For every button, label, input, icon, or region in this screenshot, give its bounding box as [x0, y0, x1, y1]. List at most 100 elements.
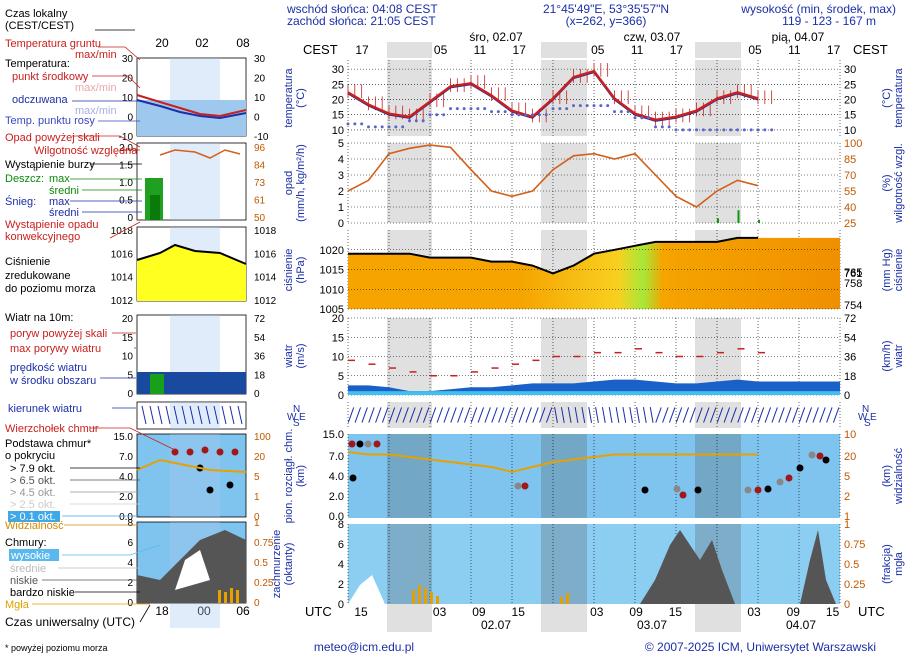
dew-point	[736, 128, 739, 132]
wind-arrow	[655, 407, 662, 423]
legend-utc-time: Czas uniwersalny (UTC)	[5, 615, 135, 629]
cloud-base-dot	[808, 451, 816, 459]
wind-arrow	[649, 407, 654, 423]
dew-point	[428, 113, 432, 117]
wind-arrow	[347, 407, 355, 423]
legend-soil: Temperatura gruntu	[5, 38, 101, 50]
legend-pressure-1: Ciśnienie	[5, 256, 50, 268]
top-hour-label: 05	[434, 43, 448, 57]
wind-arrow	[723, 407, 731, 423]
mini-wind-arrow	[221, 405, 227, 425]
wind-arrow	[504, 407, 512, 423]
tick-mmhg: 765	[844, 267, 862, 279]
tick-vis: 20	[844, 451, 856, 463]
mini-tick-right: 50	[254, 213, 266, 224]
dew-point	[681, 128, 685, 132]
bottom-date-2: 03.07	[637, 618, 667, 632]
wind-arrow	[574, 407, 579, 423]
compass-letter: E	[299, 412, 306, 423]
dew-point	[749, 128, 753, 132]
mini-tick-right: 72	[254, 314, 266, 325]
cloud-base-dot	[349, 474, 357, 482]
date-3: pią, 04.07	[772, 30, 825, 44]
dew-point	[394, 125, 398, 129]
wind-arrow	[601, 407, 606, 423]
bottom-hour-label: 03	[590, 605, 604, 619]
wind-arrow	[484, 407, 491, 423]
footer-copyright: © 2007-2025 ICM, Uniwersytet Warszawski	[645, 640, 876, 654]
tick-fog: 0.25	[844, 579, 865, 591]
mini-cloud-dot	[201, 446, 209, 454]
legend-visibility: Widzialność	[5, 520, 64, 532]
legend-midpoint-minmax: max/min	[75, 82, 117, 94]
night-band	[541, 143, 587, 223]
legend-leaders	[32, 29, 176, 623]
mini-tick-right: 18	[254, 370, 266, 381]
night-band-bottom	[695, 604, 741, 632]
dew-point	[401, 125, 405, 129]
mini-wind-arrow	[189, 405, 195, 425]
bottom-hour-label: 09	[629, 605, 643, 619]
legend-high-bg	[9, 549, 59, 561]
bottom-hour-label: 03	[747, 605, 761, 619]
sunset: zachód słońca: 21:05 CEST	[287, 14, 436, 28]
wind-arrow	[791, 407, 799, 423]
mini-tick-left: 1016	[111, 249, 134, 260]
top-hour-label: 17	[827, 43, 841, 57]
mini-wind-arrow	[229, 405, 235, 425]
legend-felt: odczuwana	[12, 94, 69, 106]
tick-cloud: 0.0	[329, 511, 344, 523]
axis-title: ciśnienie	[283, 249, 295, 292]
mini-tick-left: 10	[122, 93, 134, 104]
night-band	[541, 402, 587, 428]
axis-title: (mm Hg)	[881, 249, 893, 292]
legend: Czas lokalny (CEST/CEST) Temperatura gru…	[5, 8, 138, 653]
dew-point	[503, 110, 507, 114]
mini-hour: 00	[197, 604, 211, 618]
mini-tick-right: -10	[254, 132, 269, 143]
top-hour-label: 17	[355, 43, 369, 57]
wind-arrow	[588, 407, 593, 423]
axis-title: wiatr	[893, 344, 905, 369]
tick-cloud: 2.0	[329, 491, 344, 503]
wind-arrow	[368, 407, 375, 423]
temp-line	[347, 69, 759, 122]
cloud-base-dot	[764, 485, 772, 493]
dew-point	[537, 113, 541, 117]
mini-panel	[136, 401, 247, 430]
legend-wind-speed: prędkość wiatru	[10, 362, 87, 374]
tick-mmhg: 754	[844, 300, 862, 312]
dew-point	[613, 110, 616, 114]
fog-bar	[412, 590, 415, 604]
top-hour-label: 11	[474, 43, 487, 57]
tick-vis: 1	[844, 511, 850, 523]
compass-letter: W	[858, 412, 868, 423]
mini-wind-arrow	[141, 405, 147, 425]
dew-point	[674, 128, 678, 132]
wind-arrow	[354, 407, 362, 423]
axis-title: (°C)	[295, 88, 307, 108]
mini-tick-right: 1016	[254, 249, 277, 260]
mini-tick-right: 1	[254, 518, 260, 529]
legend-low: niskie	[10, 575, 38, 587]
fog-bar	[566, 593, 569, 604]
tick-wind: 5	[338, 371, 344, 383]
mini-pressure-area	[137, 245, 246, 301]
precip-bar	[758, 219, 760, 223]
cloud-base-dot	[816, 452, 824, 460]
top-hour-label: 05	[591, 43, 605, 57]
wind-arrow	[443, 407, 450, 423]
tick-cloud: 15.0	[323, 429, 344, 441]
top-hour-label: 05	[748, 43, 762, 57]
wind-arrow	[388, 407, 396, 423]
night-band	[541, 434, 587, 518]
footer-email[interactable]: meteo@icm.edu.pl	[314, 640, 414, 654]
tick-kmh: 0	[844, 390, 850, 402]
tick-hum: 25	[844, 218, 856, 230]
tick-cloud: 4.0	[329, 471, 344, 483]
tick-temp-right: 10	[844, 125, 856, 137]
bottom-hour-label: 09	[787, 605, 801, 619]
mini-night	[170, 434, 220, 517]
legend-okt25: > 2.5 okt.	[10, 499, 56, 511]
tick-temp-left: 10	[332, 125, 344, 137]
